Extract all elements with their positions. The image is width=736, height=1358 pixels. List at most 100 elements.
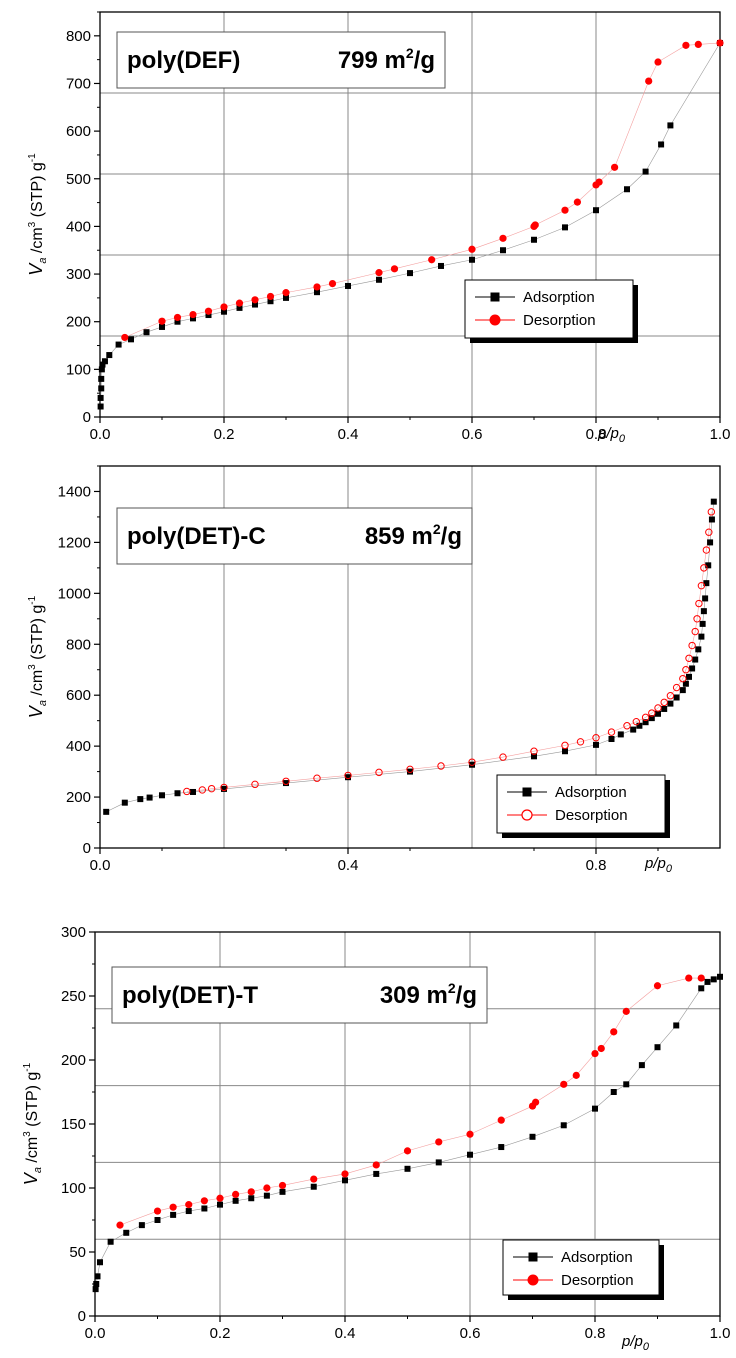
data-point-adsorption bbox=[682, 680, 689, 687]
data-point-adsorption bbox=[699, 620, 706, 627]
data-point-desorption bbox=[251, 780, 259, 789]
data-point-adsorption bbox=[469, 256, 475, 263]
data-point-adsorption bbox=[115, 341, 122, 348]
x-tick-label: 0.6 bbox=[462, 426, 483, 443]
x-tick-label: 0.4 bbox=[338, 857, 359, 874]
data-point-desorption bbox=[158, 317, 166, 325]
data-point-desorption bbox=[531, 221, 539, 229]
data-point-desorption bbox=[623, 722, 631, 730]
data-point-adsorption bbox=[593, 741, 599, 748]
legend-label: Desorption bbox=[561, 1272, 634, 1289]
x-tick-label: 1.0 bbox=[710, 426, 731, 443]
x-tick-label: 0.0 bbox=[85, 1325, 106, 1342]
data-point-desorption bbox=[235, 299, 244, 307]
data-point-desorption bbox=[437, 762, 445, 770]
data-point-adsorption bbox=[283, 294, 289, 301]
data-point-adsorption bbox=[121, 799, 128, 806]
data-point-adsorption bbox=[154, 1217, 161, 1223]
y-tick-label: 1400 bbox=[58, 483, 91, 500]
data-point-desorption bbox=[189, 310, 197, 319]
data-point-desorption bbox=[372, 1161, 380, 1169]
data-point-desorption bbox=[654, 58, 662, 66]
data-point-adsorption bbox=[702, 595, 709, 602]
data-point-desorption bbox=[595, 178, 603, 186]
legend-marker bbox=[522, 787, 532, 797]
surface-area-label: 309 m2/g bbox=[380, 980, 477, 1009]
data-point-desorption bbox=[466, 1130, 474, 1138]
data-point-adsorption bbox=[610, 1089, 617, 1095]
data-point-adsorption bbox=[94, 1273, 101, 1280]
data-point-desorption bbox=[597, 1044, 605, 1053]
data-point-desorption bbox=[232, 1190, 240, 1198]
data-point-adsorption bbox=[93, 1281, 100, 1287]
x-tick-label: 0.8 bbox=[586, 857, 607, 874]
data-point-adsorption bbox=[106, 352, 113, 359]
data-point-adsorption bbox=[717, 973, 723, 980]
data-point-desorption bbox=[641, 713, 650, 722]
x-axis-label: p/p0 bbox=[597, 425, 626, 445]
data-point-desorption bbox=[200, 1197, 208, 1205]
y-tick-label: 200 bbox=[66, 789, 91, 806]
data-point-desorption bbox=[375, 269, 383, 277]
data-point-adsorption bbox=[236, 304, 243, 311]
data-point-adsorption bbox=[97, 394, 104, 401]
legend-label: Adsorption bbox=[523, 289, 595, 306]
data-point-desorption bbox=[328, 279, 337, 288]
data-point-adsorption bbox=[704, 978, 711, 985]
y-tick-label: 500 bbox=[66, 171, 91, 188]
data-point-adsorption bbox=[283, 780, 289, 787]
data-point-adsorption bbox=[562, 224, 568, 231]
data-point-adsorption bbox=[467, 1151, 473, 1158]
data-point-adsorption bbox=[248, 1195, 255, 1202]
data-point-desorption bbox=[220, 783, 228, 792]
data-point-desorption bbox=[121, 333, 129, 342]
data-point-desorption bbox=[672, 683, 681, 692]
chart-title: poly(DEF) bbox=[127, 47, 240, 74]
x-tick-label: 0.4 bbox=[335, 1325, 356, 1342]
data-point-desorption bbox=[310, 1175, 318, 1183]
y-axis-label: Va /cm3 (STP) g-1 bbox=[26, 153, 49, 276]
data-point-adsorption bbox=[252, 301, 258, 308]
legend-marker bbox=[490, 292, 500, 302]
data-point-adsorption bbox=[531, 236, 537, 243]
surface-area-label: 859 m2/g bbox=[365, 521, 462, 550]
data-point-desorption bbox=[499, 753, 507, 761]
legend-marker bbox=[489, 314, 501, 326]
x-tick-label: 0.6 bbox=[460, 1325, 481, 1342]
data-point-desorption bbox=[428, 256, 436, 264]
data-point-desorption bbox=[282, 289, 290, 297]
y-tick-label: 250 bbox=[61, 988, 86, 1005]
data-point-desorption bbox=[682, 666, 690, 674]
data-point-adsorption bbox=[310, 1183, 317, 1190]
data-point-desorption bbox=[716, 39, 724, 47]
data-point-adsorption bbox=[667, 700, 674, 707]
data-point-desorption bbox=[344, 771, 352, 780]
x-tick-label: 0.4 bbox=[338, 426, 359, 443]
data-point-desorption bbox=[610, 1028, 618, 1036]
data-point-desorption bbox=[660, 698, 668, 707]
data-point-adsorption bbox=[97, 403, 104, 410]
legend-box bbox=[464, 279, 634, 339]
data-point-adsorption bbox=[710, 976, 717, 983]
x-tick-label: 0.2 bbox=[214, 426, 235, 443]
chart-panel-3: 0 50 100 150 200 250 300 0.0 0.2 0.4 0.6 0.8 1.0 Va /… bbox=[21, 924, 730, 1353]
data-point-desorption bbox=[697, 974, 705, 982]
data-point-adsorption bbox=[500, 247, 506, 254]
title-box bbox=[111, 966, 488, 1024]
data-point-adsorption bbox=[498, 1144, 505, 1151]
data-point-adsorption bbox=[267, 298, 274, 305]
data-point-adsorption bbox=[679, 687, 686, 694]
data-point-adsorption bbox=[97, 1259, 103, 1266]
series-line-desorption bbox=[186, 511, 712, 792]
chart-title: poly(DET)-T bbox=[122, 982, 258, 1009]
data-point-desorption bbox=[691, 627, 699, 636]
legend-label: Adsorption bbox=[561, 1249, 633, 1266]
data-point-adsorption bbox=[205, 312, 212, 319]
data-point-adsorption bbox=[342, 1177, 348, 1184]
y-tick-label: 400 bbox=[66, 218, 91, 235]
data-point-adsorption bbox=[661, 705, 668, 712]
data-point-adsorption bbox=[686, 673, 692, 680]
data-point-adsorption bbox=[638, 1062, 645, 1069]
data-point-desorption bbox=[313, 283, 321, 291]
